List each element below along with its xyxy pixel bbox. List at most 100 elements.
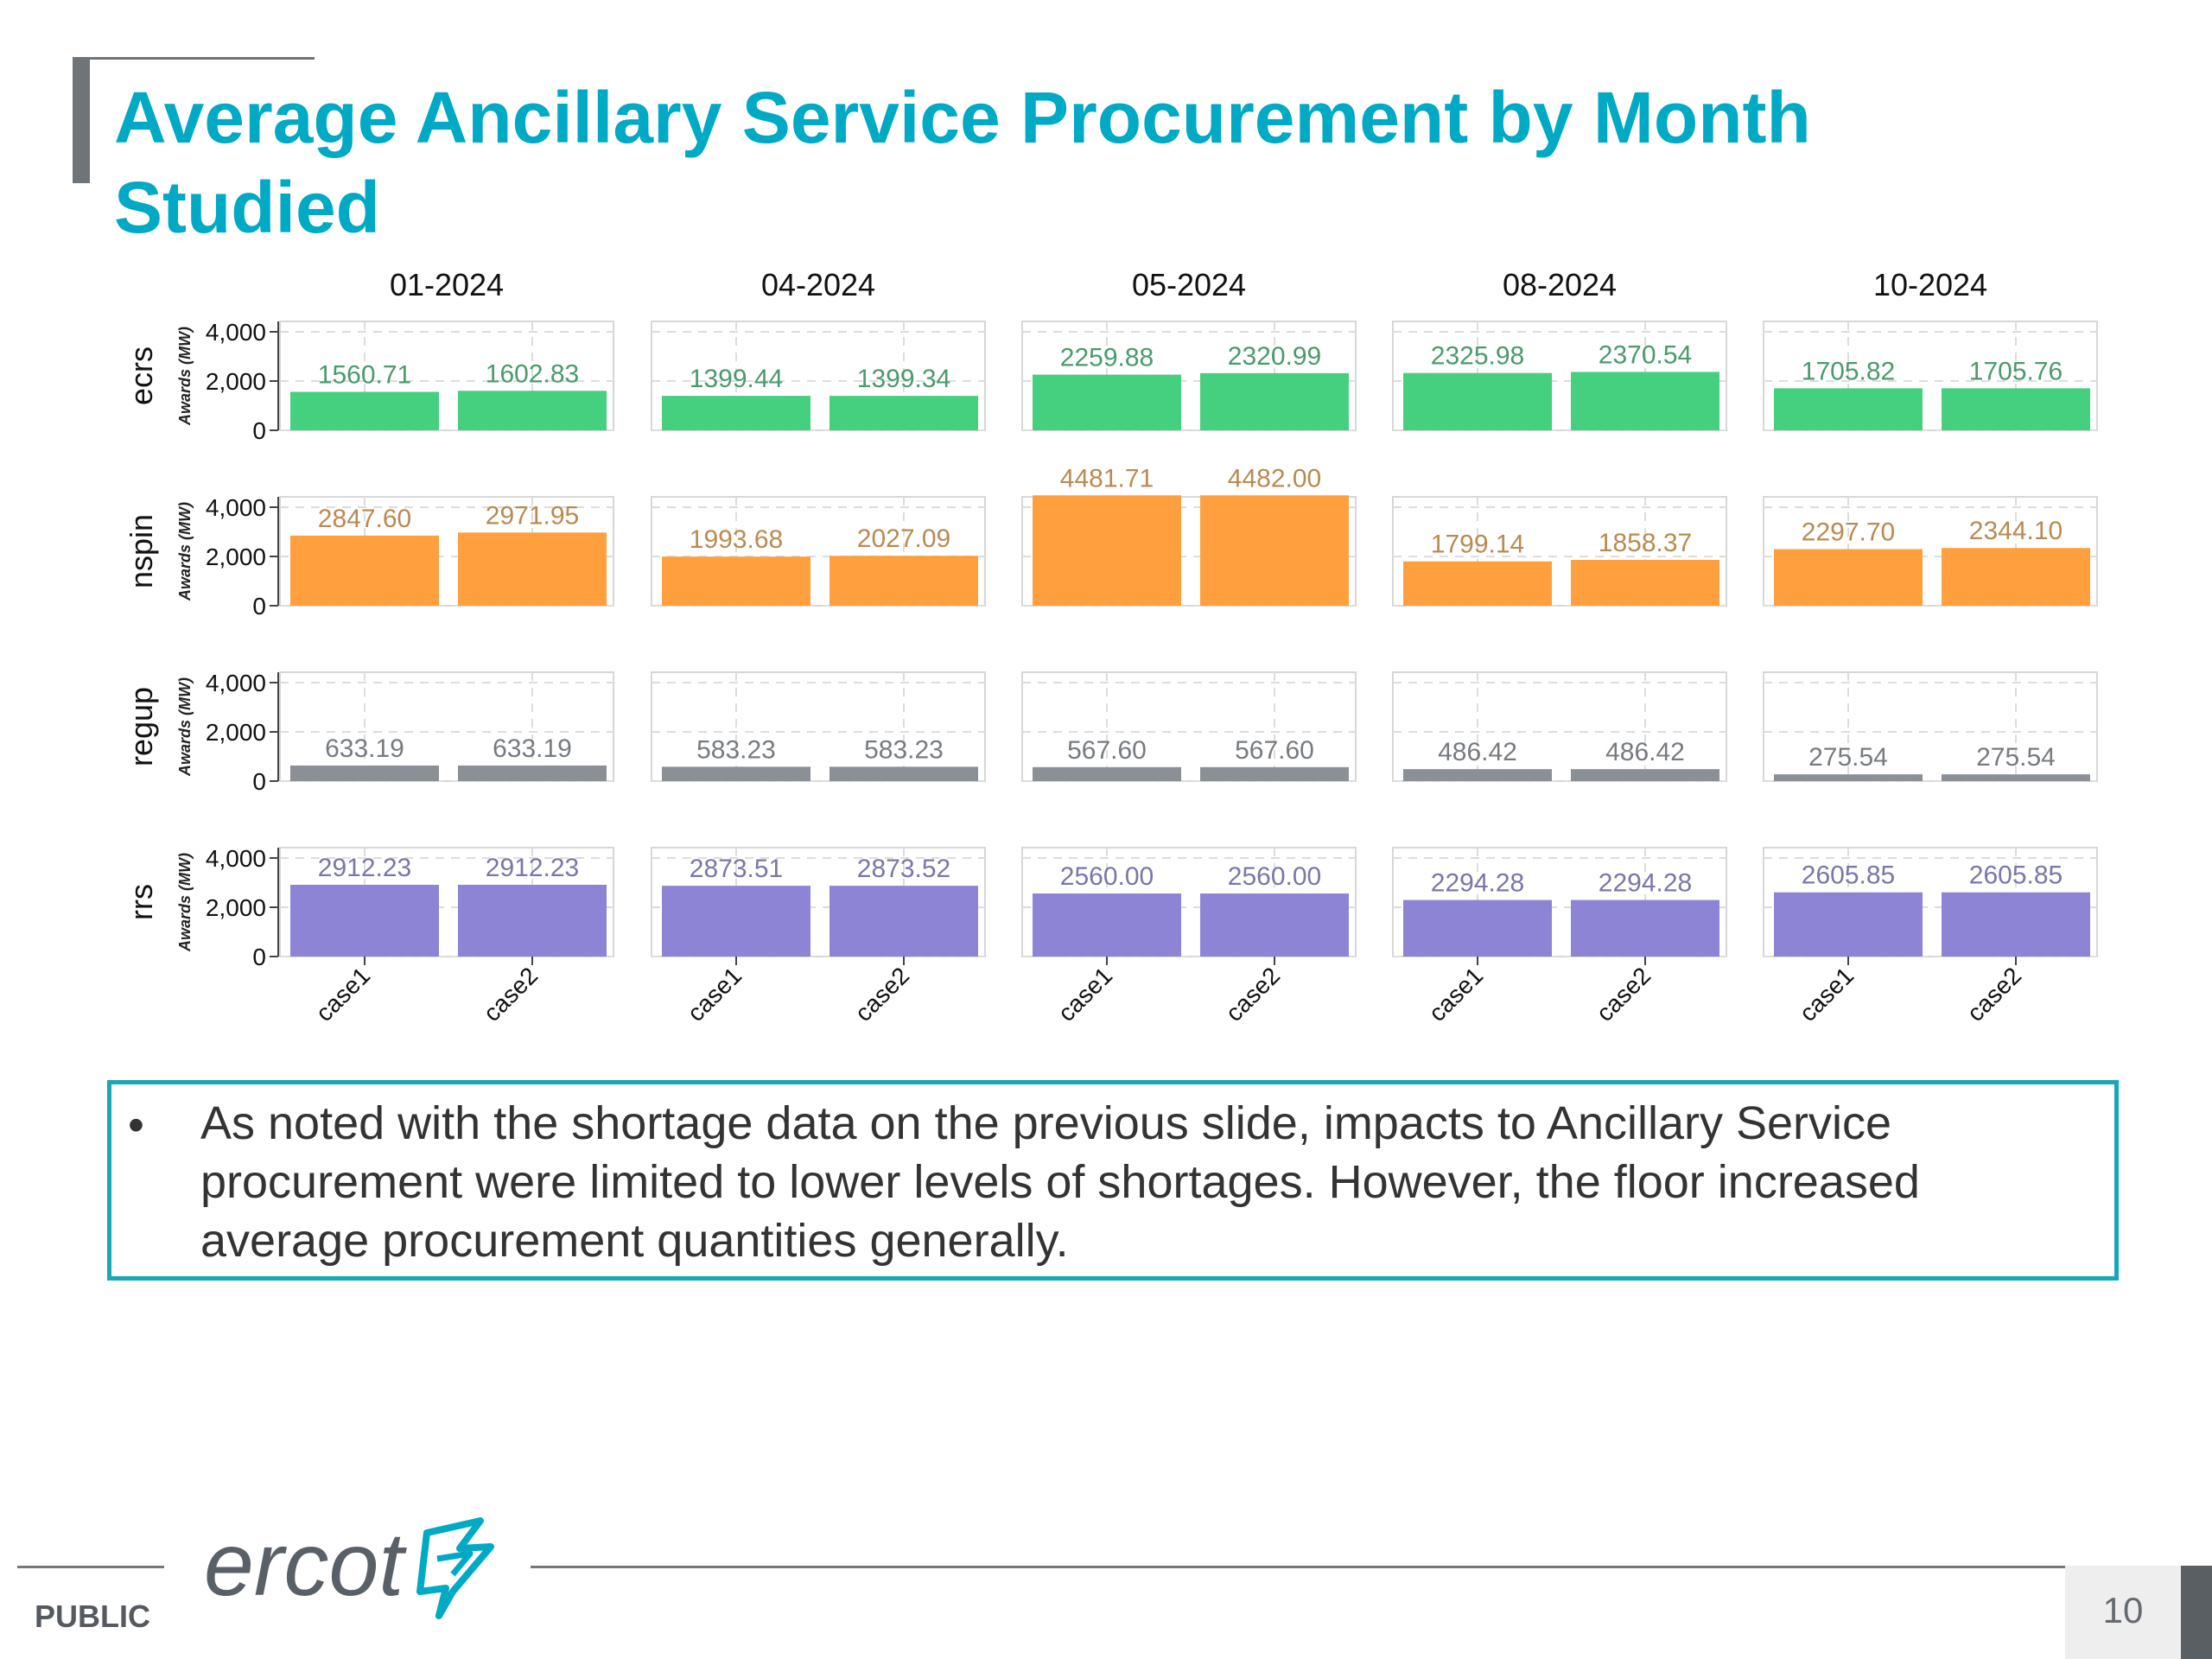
row-label-ecrs: ecrs [124,346,159,405]
bar-rrs-05-2024-case1 [1033,893,1181,957]
data-label: 1799.14 [1431,531,1524,559]
bar-ecrs-04-2024-case1 [662,396,810,430]
data-label: 1705.76 [1969,357,2063,385]
row-label-rrs: rrs [124,884,159,920]
y-tick-label: 4,000 [206,845,266,872]
bar-regup-04-2024-case1 [662,766,810,781]
bar-nspin-10-2024-case1 [1774,549,1923,606]
bar-nspin-08-2024-case2 [1571,560,1719,606]
data-label: 2259.88 [1060,344,1154,372]
x-tick-label: case2 [1961,962,2026,1027]
x-tick-label: case1 [1052,962,1117,1027]
data-label: 1399.34 [857,365,950,393]
data-label: 1858.37 [1599,529,1692,557]
data-label: 2971.95 [486,501,579,530]
note-box [107,1080,2119,1281]
x-tick-label: case1 [682,962,747,1027]
data-label: 486.42 [1438,738,1517,766]
bar-regup-08-2024-case1 [1403,769,1552,781]
bar-nspin-08-2024-case1 [1403,561,1552,606]
bar-rrs-01-2024-case2 [458,885,607,957]
facet-header-10-2024: 10-2024 [1873,267,1987,302]
data-label: 2605.85 [1969,861,2063,890]
y-tick-label: 4,000 [206,494,266,521]
bar-regup-01-2024-case2 [458,765,607,781]
panel-frame [1021,671,1357,782]
y-axis-title: Awards (MW) [176,677,194,777]
bar-ecrs-08-2024-case1 [1403,372,1552,430]
bar-nspin-04-2024-case1 [662,556,810,606]
bar-regup-05-2024-case1 [1033,766,1181,781]
bar-ecrs-04-2024-case2 [830,396,978,430]
x-tick-label: case2 [1591,962,1656,1027]
data-label: 567.60 [1235,736,1314,765]
data-label: 2325.98 [1431,342,1524,371]
data-label: 1602.83 [486,359,579,388]
title-bracket-top [73,57,315,60]
panel-frame [1392,671,1727,782]
y-tick-label: 0 [252,944,266,970]
y-axis-title: Awards (MW) [176,502,194,601]
data-label: 567.60 [1067,736,1147,765]
data-label: 275.54 [1976,743,2056,772]
bar-regup-08-2024-case2 [1571,769,1719,781]
bar-ecrs-01-2024-case1 [290,391,439,430]
bar-ecrs-01-2024-case2 [458,391,607,430]
x-tick-label: case2 [1220,962,1285,1027]
x-tick-label: case1 [310,962,375,1027]
data-label: 2027.09 [857,524,950,553]
data-label: 2297.70 [1802,518,1895,547]
bar-ecrs-08-2024-case2 [1571,372,1719,430]
title-bracket [73,57,90,183]
bar-rrs-10-2024-case2 [1942,892,2090,957]
bar-rrs-10-2024-case1 [1774,892,1923,957]
data-label: 4482.00 [1228,464,1321,493]
y-tick-label: 2,000 [206,543,266,570]
data-label: 2344.10 [1969,517,2063,545]
footer-divider-left [17,1566,164,1568]
data-label: 275.54 [1808,743,1888,772]
x-tick-label: case2 [478,962,543,1027]
panel-frame [279,671,614,782]
note-bullet: • [128,1099,144,1151]
y-tick-label: 4,000 [206,319,266,346]
data-label: 2294.28 [1431,869,1524,898]
bar-nspin-05-2024-case1 [1033,495,1181,606]
data-label: 633.19 [493,734,572,763]
facet-header-05-2024: 05-2024 [1132,267,1246,302]
row-label-nspin: nspin [124,514,159,588]
footer-public-label: PUBLIC [35,1599,150,1634]
y-tick-label: 2,000 [206,368,266,395]
data-label: 2912.23 [318,854,411,882]
bar-ecrs-05-2024-case2 [1200,372,1349,430]
facet-header-04-2024: 04-2024 [761,267,875,302]
bar-nspin-01-2024-case1 [290,535,439,606]
x-tick-label: case1 [1794,962,1859,1027]
data-label: 2873.51 [690,855,783,883]
data-label: 4481.71 [1060,464,1154,493]
bar-regup-05-2024-case2 [1200,766,1349,781]
data-label: 1705.82 [1802,357,1895,385]
page-number: 10 [2102,1590,2144,1630]
data-label: 2912.23 [486,854,579,882]
bar-regup-04-2024-case2 [830,766,978,781]
data-label: 486.42 [1605,738,1685,766]
data-label: 583.23 [864,735,944,764]
data-label: 2605.85 [1802,861,1895,890]
page-edge-bar [2181,1566,2212,1659]
bar-rrs-05-2024-case2 [1200,893,1349,957]
data-label: 633.19 [325,734,404,763]
bar-nspin-04-2024-case2 [830,556,978,606]
faceted-bar-chart: 01-2024 04-2024 05-2024 08-2024 10-2024 ecrs A… [124,267,2098,1027]
panel-frame [651,671,986,782]
y-axis-title: Awards (MW) [176,327,194,426]
y-tick-label: 4,000 [206,670,266,696]
ercot-bolt-icon [416,1517,494,1619]
facet-header-01-2024: 01-2024 [390,267,504,302]
bar-rrs-04-2024-case2 [830,886,978,957]
footer-divider-right [531,1566,2193,1568]
panel-frame [1763,671,2098,782]
x-tick-label: case1 [1423,962,1488,1027]
y-tick-label: 0 [252,593,266,620]
bar-rrs-08-2024-case2 [1571,899,1719,957]
